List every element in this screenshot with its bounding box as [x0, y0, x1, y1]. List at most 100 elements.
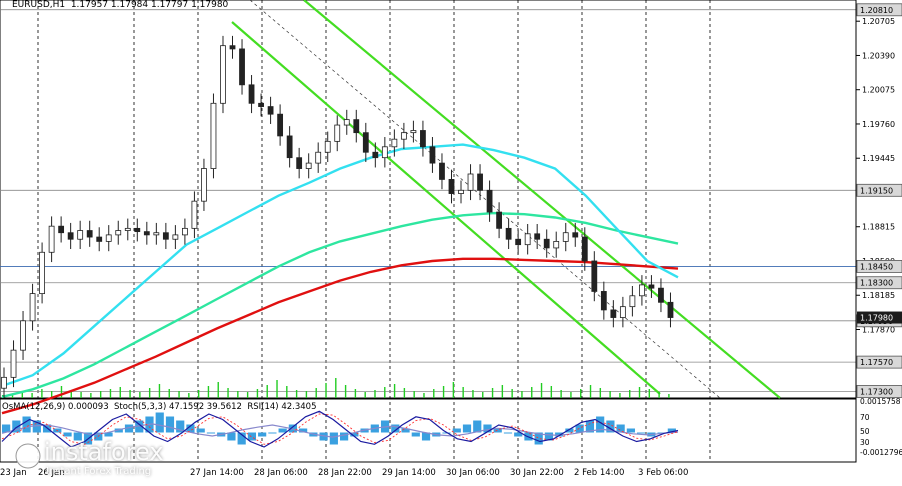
candle-body	[29, 293, 36, 322]
osma-bar	[299, 428, 308, 433]
time-axis-label: 30 Jan 22:00	[510, 468, 564, 478]
price-tick-label: 1.19760	[862, 120, 895, 129]
candle-body	[210, 102, 217, 169]
instaforex-logo-icon	[15, 443, 41, 469]
time-axis-label: 26 Jan	[38, 468, 65, 478]
candle-body	[286, 135, 293, 159]
candle-body	[467, 173, 474, 191]
osma-bar	[165, 416, 175, 433]
price-level-label: 1.18450	[860, 262, 893, 271]
osma-bar	[391, 424, 400, 433]
candle-body	[239, 48, 245, 86]
volume-bar	[550, 386, 553, 398]
candle-body	[77, 230, 84, 240]
candle-body	[20, 320, 26, 351]
candle-body	[353, 119, 360, 134]
stoch-main-line	[1, 410, 679, 448]
volume-bar	[11, 394, 14, 398]
candle-body	[143, 231, 150, 236]
osma-bar	[135, 420, 144, 433]
candle-body	[162, 232, 169, 240]
volume-bar	[531, 387, 533, 398]
volume-bar	[452, 382, 455, 398]
candle-body	[267, 106, 274, 115]
candle-body	[391, 138, 398, 148]
osma-bar	[104, 432, 113, 437]
candle-body	[381, 146, 388, 159]
volume-bar	[403, 388, 406, 398]
volume-bar	[501, 385, 504, 398]
volume-bar	[482, 392, 484, 398]
time-axis-label: 28 Jan 06:00	[254, 468, 308, 478]
volume-bar	[99, 391, 102, 398]
volume-bar	[60, 386, 63, 398]
volume-bar	[41, 389, 43, 398]
osma-bar	[596, 416, 605, 433]
price-tick-label: 1.20390	[862, 51, 895, 60]
price-level-box	[856, 276, 902, 290]
candle-body	[182, 227, 188, 236]
osma-bar	[462, 424, 472, 433]
osma-bar	[176, 420, 185, 433]
osma-bar	[350, 432, 359, 437]
candle-body	[553, 241, 560, 249]
volume-bar	[266, 385, 268, 398]
price-level-label: 1.19150	[860, 186, 893, 195]
time-axis-label: 27 Jan 14:00	[190, 468, 244, 478]
candle-body	[400, 132, 407, 140]
time-axis-label: 30 Jan 06:00	[446, 468, 500, 478]
osma-bar	[503, 432, 513, 434]
osma-bar	[565, 428, 574, 433]
osma-bar	[186, 424, 195, 433]
volume-bar	[638, 387, 641, 398]
candle-body	[334, 124, 341, 142]
candle-body	[153, 232, 160, 236]
candle-body	[58, 225, 65, 234]
volume-bar	[374, 390, 376, 398]
volume-bar	[178, 391, 180, 398]
osma-bar	[421, 432, 431, 441]
volume-bar	[629, 390, 631, 398]
osma-bar	[411, 432, 420, 437]
indicator-scale-label: 0.0015758	[860, 397, 901, 406]
candle-body	[1, 376, 7, 389]
volume-bar	[384, 387, 386, 398]
candle-body	[362, 132, 369, 153]
osma-bar	[206, 432, 216, 434]
osma-bar	[401, 428, 410, 433]
indicator-scale-label: -0.0012796	[860, 448, 902, 457]
volume-bar	[354, 389, 357, 398]
price-tick-label: 1.20075	[862, 86, 895, 95]
volume-bar	[70, 390, 72, 398]
watermark-tagline: Instant Forex Trading	[46, 466, 152, 477]
osma-bar	[626, 428, 635, 433]
candle-body	[658, 287, 664, 303]
osma-bar	[2, 424, 11, 433]
osma-bar	[452, 428, 461, 433]
volume-bar	[433, 389, 435, 398]
candle-body	[667, 301, 674, 318]
volume-bar	[393, 384, 396, 398]
volume-bar	[119, 387, 121, 398]
osma-bar	[555, 432, 564, 437]
candle-body	[258, 102, 264, 107]
candle-body	[486, 189, 493, 213]
osma-bar	[319, 432, 328, 441]
time-axis-label: 28 Jan 22:00	[318, 468, 372, 478]
price-level-label: 1.17300	[860, 387, 893, 396]
volume-bar	[609, 391, 611, 398]
volume-bar	[570, 392, 572, 398]
main-plot-frame	[0, 0, 857, 399]
candle-body	[420, 130, 426, 148]
time-axis-label: 2 Feb 14:00	[574, 468, 624, 478]
volume-bar	[325, 383, 327, 398]
volume-bar	[246, 392, 249, 398]
volume-bar	[31, 393, 33, 398]
volume-bar	[648, 389, 651, 398]
volume-bar	[423, 393, 425, 398]
candle-body	[477, 173, 483, 191]
osma-bar	[667, 428, 676, 433]
osma-bar	[637, 432, 646, 434]
